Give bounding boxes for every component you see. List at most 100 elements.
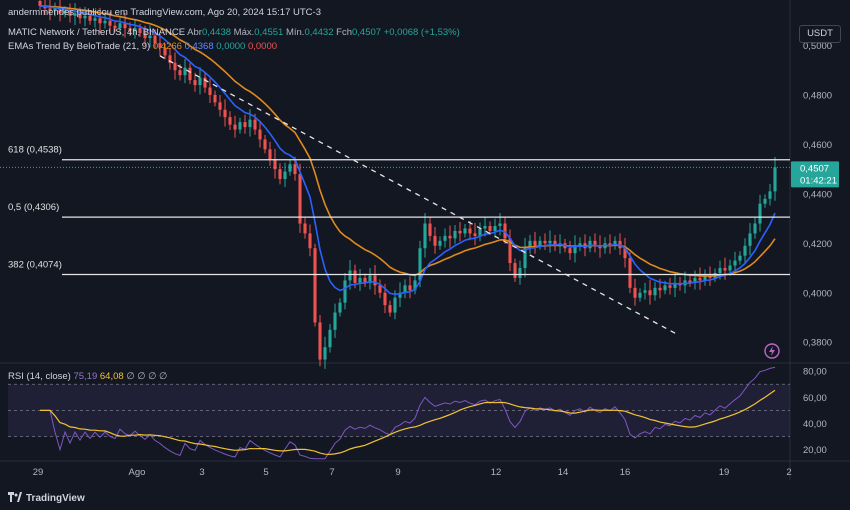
candle	[758, 203, 762, 224]
candle	[433, 235, 437, 246]
tradingview-brand[interactable]: TradingView	[8, 492, 85, 504]
candle	[303, 223, 307, 234]
candle	[418, 248, 422, 281]
candle	[108, 20, 112, 26]
fib-level-label: 382 (0,4074)	[8, 259, 62, 270]
candle	[93, 18, 97, 21]
candle	[688, 280, 692, 283]
candle	[63, 10, 67, 14]
candle	[343, 280, 347, 303]
candle	[123, 23, 127, 29]
brand-name: TradingView	[26, 493, 85, 504]
open-label: Abr	[187, 27, 202, 38]
candle	[663, 285, 667, 291]
candle	[313, 248, 317, 323]
candle	[743, 245, 747, 256]
fib-level-label: 618 (0,4538)	[8, 145, 62, 156]
candle	[633, 287, 637, 298]
candle	[268, 149, 272, 160]
candle	[763, 198, 767, 204]
low-label: Mín.	[285, 27, 305, 38]
candle	[178, 70, 182, 76]
candle	[443, 235, 447, 241]
candle	[333, 312, 337, 330]
currency-button[interactable]: USDT	[799, 25, 841, 43]
candle	[408, 285, 412, 291]
candle	[208, 87, 212, 95]
candle	[543, 240, 547, 244]
series-legend: MATIC Network / TetherUS, 4h, BINANCE Ab…	[8, 27, 460, 38]
candle	[38, 0, 42, 6]
candle	[73, 13, 77, 16]
time-axis-tick: 19	[719, 467, 730, 478]
candle	[373, 275, 377, 286]
time-axis-tick: Ago	[129, 467, 146, 478]
candle	[68, 10, 72, 16]
candle	[383, 292, 387, 306]
time-axis-tick: 29	[33, 467, 44, 478]
candle	[518, 268, 522, 278]
rsi-value: 75,19	[73, 371, 98, 382]
price-axis-tick: 0,5000	[803, 41, 832, 52]
candle	[498, 223, 502, 226]
candle	[368, 275, 372, 283]
candle	[128, 28, 132, 31]
current-price-value: 0,4507	[800, 163, 829, 174]
ema-legend: EMAs Trend By BeloTrade (21, 9) 0,4266 0…	[8, 41, 277, 52]
time-axis-tick: 12	[491, 467, 502, 478]
candle	[573, 245, 577, 254]
rsi-ma-line	[40, 389, 776, 456]
candle	[553, 240, 557, 246]
candle	[528, 240, 532, 249]
candle	[608, 243, 612, 246]
candle	[258, 129, 262, 140]
rsi-axis-tick: 20,00	[803, 445, 827, 456]
candle	[653, 287, 657, 296]
candle	[278, 169, 282, 180]
candle	[738, 255, 742, 261]
candle	[658, 287, 662, 291]
candle	[468, 228, 472, 234]
candle	[638, 292, 642, 298]
candle	[283, 171, 287, 180]
candle	[133, 28, 137, 31]
candle	[193, 80, 197, 86]
fib-level-label: 0,5 (0,4306)	[8, 202, 59, 213]
current-price-badge	[791, 161, 839, 188]
candle	[83, 15, 87, 19]
price-axis-tick: 0,4400	[803, 189, 832, 200]
rsi-indicator-name[interactable]: RSI (14, close)	[8, 371, 71, 382]
time-axis-tick: 16	[620, 467, 631, 478]
candle	[703, 275, 707, 281]
candle	[253, 119, 257, 130]
candle	[533, 240, 537, 246]
price-axis-tick: 0,4000	[803, 288, 832, 299]
ema-extra-value-1: 0,0000	[216, 41, 246, 52]
candle	[188, 67, 192, 81]
candle	[423, 223, 427, 249]
bar-countdown: 01:42:21	[800, 175, 837, 186]
time-axis-tick: 2	[786, 467, 791, 478]
rsi-axis-tick: 80,00	[803, 367, 827, 378]
candle	[138, 28, 142, 34]
candle	[308, 233, 312, 249]
candle	[298, 174, 302, 224]
candle	[213, 94, 217, 103]
symbol-name[interactable]: MATIC Network / TetherUS, 4h, BINANCE	[8, 27, 186, 38]
candle	[148, 35, 152, 39]
candle	[363, 277, 367, 283]
candle	[338, 302, 342, 313]
candle	[393, 297, 397, 313]
candle	[473, 233, 477, 236]
candle	[78, 13, 82, 19]
candle	[183, 67, 187, 76]
candle	[698, 277, 702, 281]
publish-byline: andermmendes publicou em TradingView.com…	[8, 7, 321, 18]
time-axis-tick: 14	[558, 467, 569, 478]
ema-indicator-name[interactable]: EMAs Trend By BeloTrade (21, 9)	[8, 41, 151, 52]
candle	[238, 122, 242, 130]
candle	[348, 270, 352, 281]
price-axis-tick: 0,4600	[803, 140, 832, 151]
candle	[568, 248, 572, 254]
